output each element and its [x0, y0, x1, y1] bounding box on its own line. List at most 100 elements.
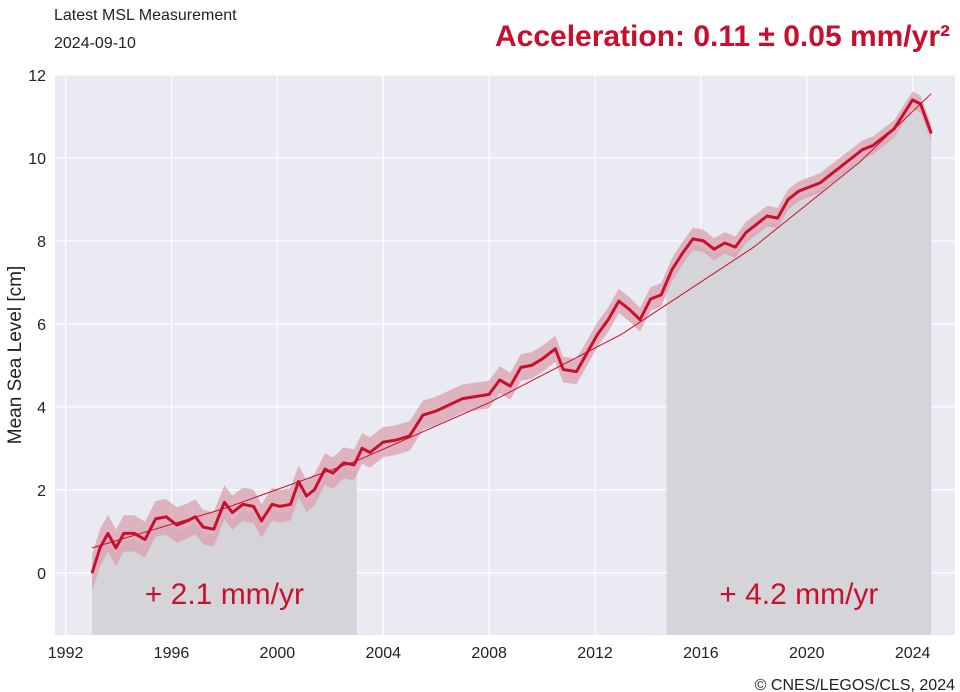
x-tick-label: 2016	[683, 645, 719, 662]
data-point	[202, 526, 205, 528]
y-axis-label: Mean Sea Level [cm]	[5, 266, 26, 444]
y-tick-label: 8	[37, 234, 46, 251]
x-tick-label: 2012	[577, 645, 613, 662]
data-point	[596, 333, 599, 336]
data-point	[530, 364, 533, 367]
data-point	[369, 451, 371, 454]
data-point	[850, 157, 853, 159]
data-point	[509, 385, 512, 387]
data-point	[575, 370, 578, 373]
data-point	[670, 269, 673, 271]
x-tick-label: 2004	[365, 645, 401, 662]
shaded-period	[666, 106, 932, 636]
x-tick-label: 2020	[789, 645, 825, 662]
msl-series-line	[90, 98, 933, 574]
y-tick-label: 2	[37, 483, 46, 500]
data-point	[305, 495, 308, 497]
data-point	[628, 308, 631, 311]
x-tick-label: 2000	[260, 645, 296, 662]
data-point	[461, 397, 464, 400]
data-point	[649, 298, 652, 300]
data-point	[861, 148, 864, 151]
data-point	[692, 238, 694, 240]
data-point	[639, 318, 641, 321]
data-point	[353, 464, 355, 466]
rate-label: + 4.2 mm/yr	[719, 578, 878, 611]
data-point	[422, 414, 424, 416]
data-point	[488, 393, 490, 396]
y-tick-label: 0	[37, 566, 46, 583]
data-point	[607, 318, 610, 321]
data-point	[382, 441, 385, 443]
data-point	[133, 532, 136, 535]
data-point	[271, 503, 273, 506]
data-point	[660, 294, 662, 296]
latest-measurement-date: 2024-09-10	[54, 35, 136, 52]
data-point	[91, 571, 93, 574]
data-point	[223, 501, 226, 504]
data-point	[498, 379, 501, 381]
data-point	[324, 468, 326, 470]
rate-label: + 2.1 mm/yr	[145, 578, 304, 611]
data-point	[107, 532, 109, 535]
data-point	[332, 472, 334, 475]
data-point	[154, 518, 157, 520]
data-point	[194, 515, 197, 518]
data-point	[186, 520, 189, 522]
data-point	[562, 368, 565, 371]
data-point	[829, 173, 832, 176]
data-point	[520, 366, 522, 369]
x-tick-label: 2024	[895, 645, 931, 662]
data-point	[798, 190, 800, 192]
data-point	[872, 144, 874, 147]
latest-measurement-label: Latest MSL Measurement	[54, 7, 237, 24]
data-point	[448, 403, 451, 406]
data-point	[361, 447, 363, 450]
data-point	[279, 505, 281, 508]
x-tick-label: 1992	[48, 645, 84, 662]
data-point	[681, 252, 684, 255]
y-tick-label: 12	[28, 68, 46, 85]
data-point	[342, 462, 345, 464]
data-point	[408, 435, 411, 437]
data-point	[231, 511, 234, 514]
x-tick-label: 1996	[154, 645, 190, 662]
acceleration-title: Acceleration: 0.11 ± 0.05 mm/yr²	[495, 20, 950, 53]
data-point	[123, 532, 125, 535]
data-point	[475, 395, 477, 398]
data-point	[99, 547, 101, 549]
data-point	[919, 103, 922, 105]
data-point	[144, 538, 146, 541]
data-point	[930, 132, 932, 134]
data-point	[313, 489, 316, 491]
data-point	[766, 215, 768, 217]
uncertainty-band	[92, 91, 932, 592]
data-point	[903, 111, 906, 114]
data-point	[395, 439, 398, 441]
data-point	[723, 242, 726, 244]
trend-line	[91, 93, 932, 549]
y-tick-label: 4	[37, 400, 46, 417]
data-point	[776, 217, 779, 219]
data-point	[175, 524, 178, 526]
data-point	[713, 248, 715, 251]
shaded-period	[92, 465, 357, 635]
data-point	[840, 165, 842, 168]
y-tick-label: 6	[37, 317, 46, 334]
data-point	[115, 547, 117, 549]
data-point	[819, 182, 821, 184]
data-point	[289, 503, 292, 506]
data-point	[586, 352, 588, 354]
data-point	[297, 480, 300, 483]
data-point	[893, 128, 895, 130]
data-point	[808, 186, 811, 188]
data-point	[702, 240, 705, 242]
data-point	[435, 410, 437, 412]
data-point	[911, 99, 914, 101]
data-point	[165, 515, 167, 518]
y-tick-label: 10	[28, 151, 46, 168]
data-point	[260, 520, 263, 522]
data-point	[618, 300, 620, 302]
